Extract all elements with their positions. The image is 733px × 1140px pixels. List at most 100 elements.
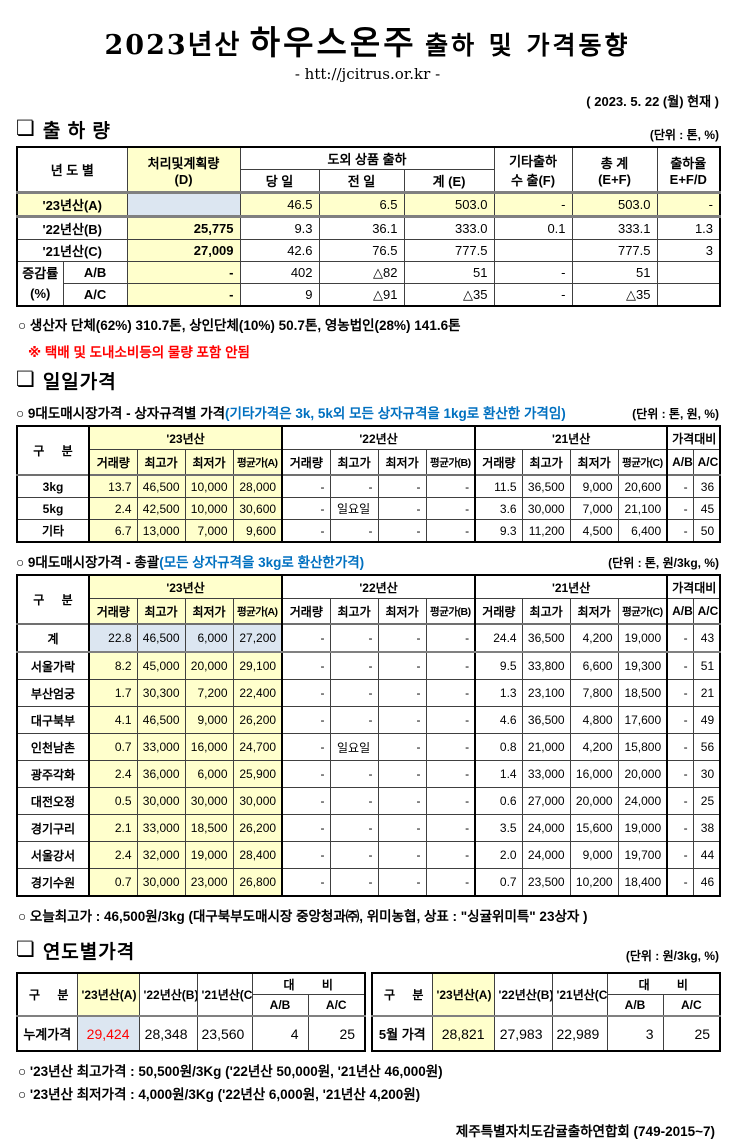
table-cell: 20,000 <box>184 651 234 680</box>
col-price-compare: 가격대비 <box>666 425 721 450</box>
table-cell: 9.3 <box>474 519 523 543</box>
table-cell: 광주각화 <box>16 760 90 788</box>
cell-total: 777.5 <box>571 239 658 262</box>
table-cell: 2.1 <box>88 814 138 842</box>
table-cell: 46,500 <box>136 706 186 734</box>
box-price-caption: ○ 9대도매시장가격 - 상자규격별 가격(기타가격은 3k, 5k외 모든 상… <box>16 402 719 422</box>
table-row: 대구북부 4.1 46,500 9,000 26,200- - - -4.6 36,500 4,8… <box>16 706 721 734</box>
table-cell: 23,100 <box>521 679 571 707</box>
col-sum: 계 (E) <box>403 169 495 193</box>
table-cell: 6,600 <box>569 651 619 680</box>
cell-rate: - <box>656 191 721 218</box>
table-row: 3kg 13.7 46,500 10,000 28,000- - - -11.5 36,500 9… <box>16 474 721 498</box>
table-cell: 43 <box>692 623 721 653</box>
col-plan: 처리및계획량 (D) <box>126 146 241 193</box>
table-cell: - <box>329 679 379 707</box>
col-ac: A/C <box>692 598 721 625</box>
col-year-22b: '22년산(B) <box>493 972 553 1017</box>
table-cell: 9,000 <box>569 474 619 498</box>
cell-price-23: 29,424 <box>76 1015 140 1052</box>
table-cell: - <box>281 814 331 842</box>
change-row-name: A/B <box>62 261 128 284</box>
table-cell: 일요일 <box>329 733 379 761</box>
table-cell: 4,500 <box>569 519 619 543</box>
col-plan-line1: 처리및계획량 <box>147 155 220 171</box>
section-box-icon: ❏ <box>16 368 36 391</box>
caption-main: ○ 9대도매시장가격 - 총괄 <box>16 555 160 570</box>
table-cell: 30,000 <box>184 787 234 815</box>
caption-text: ○ 9대도매시장가격 - 총괄(모든 상자규격을 3kg로 환산한가격) <box>16 551 364 571</box>
table-cell: 7,000 <box>569 497 619 520</box>
table-cell: - <box>281 841 331 869</box>
col-volume: 거래량 <box>281 449 331 476</box>
table-cell: - <box>281 868 331 897</box>
cell-day: 402 <box>239 261 320 284</box>
cell-export: - <box>493 191 573 218</box>
cell-ab: 4 <box>251 1015 309 1052</box>
table-cell: - <box>425 760 476 788</box>
table-header-row: 거래량 최고가 최저가 평균가(A) 거래량 최고가 최저가 평균가(B) 거래… <box>17 598 721 625</box>
section-title-text: 출 하 량 <box>42 121 111 142</box>
title-suffix: 출하 및 가격동향 <box>425 31 631 60</box>
table-cell: - <box>425 497 476 520</box>
table-cell: 30,000 <box>136 868 186 897</box>
report-date: ( 2023. 5. 22 (월) 현재 ) <box>586 94 719 109</box>
col-year-23: '23년산 <box>87 425 283 450</box>
table-cell: - <box>666 679 694 707</box>
table-cell: 29,100 <box>232 651 283 680</box>
cell-price-23: 28,821 <box>431 1015 495 1052</box>
table-row: 경기수원 0.7 30,000 23,000 26,800- - - -0.7 23,500 10… <box>16 868 721 897</box>
table-cell: 30 <box>692 760 721 788</box>
col-high: 최고가 <box>136 449 186 476</box>
table-cell: 경기구리 <box>16 814 90 842</box>
table-cell: 19,300 <box>617 651 668 680</box>
col-year-23: '23년산 <box>87 574 283 599</box>
table-row: 기타 6.7 13,000 7,000 9,600- - - -9.3 11,200 4,500 6… <box>16 519 721 543</box>
col-etc-line2: 수 출(F) <box>510 172 556 188</box>
producer-note: ○ 생산자 단체(62%) 310.7톤, 상인단체(10%) 50.7톤, 영… <box>18 318 461 333</box>
table-cell: 10,200 <box>569 868 619 897</box>
col-avg-b: 평균가(B) <box>425 449 476 476</box>
col-compare: 대 비 <box>251 972 366 995</box>
table-cell: 8.2 <box>88 651 138 680</box>
col-high: 최고가 <box>521 449 571 476</box>
table-header-row: 구 분 '23년산(A) '22년산(B) '21년산(C) 대 비 <box>371 972 721 1017</box>
col-group-outbound: 도외 상품 출하 <box>239 146 495 170</box>
table-cell: 21 <box>692 679 721 707</box>
table-header-row: 년 도 별 처리및계획량 (D) 도외 상품 출하 기타출하 수 출(F) 총 … <box>16 146 721 193</box>
col-total: 총 계 (E+F) <box>571 146 658 193</box>
col-volume: 거래량 <box>88 449 138 476</box>
cell-price-22: 28,348 <box>138 1015 198 1052</box>
table-cell: - <box>666 623 694 653</box>
section-daily-title: ❏ 일일가격 <box>16 367 117 394</box>
cell-prev: △82 <box>318 261 405 284</box>
col-gubun: 구 분 <box>16 574 90 625</box>
table-cell: 26,200 <box>232 814 283 842</box>
change-rate-label: 증감률 (%) <box>16 261 64 307</box>
table-cell: 인천남촌 <box>16 733 90 761</box>
cell-day: 42.6 <box>239 239 320 262</box>
col-ab: A/B <box>606 994 664 1017</box>
table-cell: - <box>329 760 379 788</box>
table-cell: 1.3 <box>474 679 523 707</box>
total-price-caption: ○ 9대도매시장가격 - 총괄(모든 상자규격을 3kg로 환산한가격) (단위… <box>16 551 719 571</box>
table-cell: 대전오정 <box>16 787 90 815</box>
table-cell: 0.6 <box>474 787 523 815</box>
table-cell: 15,800 <box>617 733 668 761</box>
table-cell: - <box>425 706 476 734</box>
table-cell: - <box>425 814 476 842</box>
table-cell: 16,000 <box>184 733 234 761</box>
table-cell: - <box>329 841 379 869</box>
cell-sum: 777.5 <box>403 239 495 262</box>
col-etc: 기타출하 수 출(F) <box>493 146 573 193</box>
table-cell: - <box>377 706 427 734</box>
cell-price-21: 23,560 <box>196 1015 253 1052</box>
table-cell: - <box>329 474 379 498</box>
table-cell: 9,000 <box>184 706 234 734</box>
table-cell: 46,500 <box>136 623 186 653</box>
table-cell: 19,000 <box>184 841 234 869</box>
table-cell: 24,000 <box>521 814 571 842</box>
table-cell: 24,700 <box>232 733 283 761</box>
table-cell: - <box>281 623 331 653</box>
table-cell: 30,000 <box>521 497 571 520</box>
